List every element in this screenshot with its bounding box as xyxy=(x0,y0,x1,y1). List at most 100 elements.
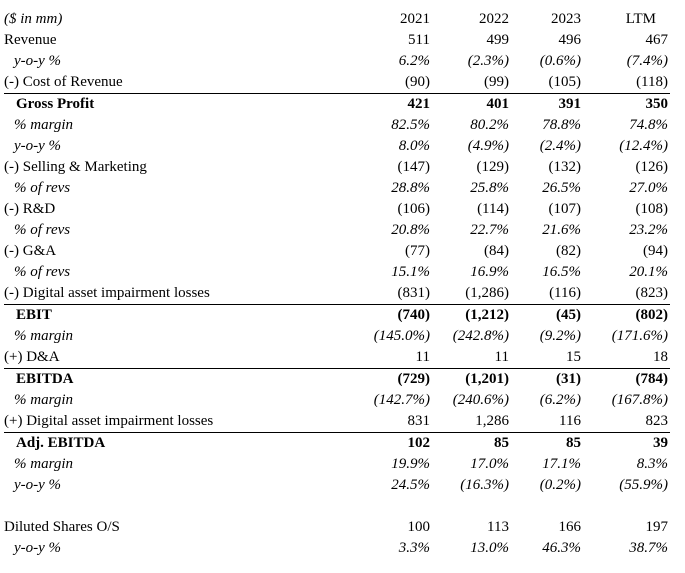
row-label: EBIT xyxy=(4,304,351,326)
row-value: 28.8% xyxy=(391,180,430,196)
year-header: LTM xyxy=(625,11,656,27)
row-value: (126) xyxy=(635,159,669,175)
row-value: 23.2% xyxy=(629,222,668,238)
row-value: 1,286 xyxy=(475,413,509,429)
row-label: Adj. EBITDA xyxy=(4,432,351,454)
row-value: 85 xyxy=(511,432,583,454)
row-value: (108) xyxy=(635,201,669,217)
row-gross-profit: Gross Profit 421 401 391 350 xyxy=(4,93,670,115)
row-value: (129) xyxy=(476,159,510,175)
row-label: % margin xyxy=(14,456,74,472)
row-selling-marketing-pct: % of revs 28.8% 25.8% 26.5% 27.0% xyxy=(4,178,670,199)
row-value: (0.6%) xyxy=(539,53,581,69)
row-value: (142.7%) xyxy=(373,392,430,408)
row-label: (+) D&A xyxy=(4,349,60,365)
row-value: (2.3%) xyxy=(467,53,509,69)
row-value: (107) xyxy=(548,201,582,217)
row-ebit: EBIT (740) (1,212) (45) (802) xyxy=(4,304,670,326)
row-value: 21.6% xyxy=(542,222,581,238)
row-value: 16.9% xyxy=(470,264,509,280)
year-header: 2023 xyxy=(551,11,581,27)
row-label: % margin xyxy=(14,392,74,408)
row-value: (2.4%) xyxy=(539,138,581,154)
row-value: 391 xyxy=(511,93,583,115)
row-value: (1,201) xyxy=(432,368,511,390)
row-label: (+) Digital asset impairment losses xyxy=(4,413,214,429)
financial-summary-table: ($ in mm) 2021 2022 2023 LTM Revenue 511… xyxy=(4,9,670,559)
row-value: 8.0% xyxy=(398,138,430,154)
row-value: 421 xyxy=(351,93,432,115)
row-gross-profit-yoy: y-o-y % 8.0% (4.9%) (2.4%) (12.4%) xyxy=(4,136,670,157)
row-gross-margin: % margin 82.5% 80.2% 78.8% 74.8% xyxy=(4,115,670,136)
row-value: 16.5% xyxy=(542,264,581,280)
row-value: (77) xyxy=(405,243,430,259)
row-value: (105) xyxy=(548,74,582,90)
row-value: (1,212) xyxy=(432,304,511,326)
units-label: ($ in mm) xyxy=(4,11,63,27)
row-value: (132) xyxy=(548,159,582,175)
row-value: 100 xyxy=(407,519,431,535)
row-value: 15 xyxy=(566,349,581,365)
row-value: (31) xyxy=(511,368,583,390)
row-value: 113 xyxy=(487,519,509,535)
row-gna-pct: % of revs 15.1% 16.9% 16.5% 20.1% xyxy=(4,262,670,283)
row-value: (784) xyxy=(583,368,670,390)
row-rnd-pct: % of revs 20.8% 22.7% 21.6% 23.2% xyxy=(4,220,670,241)
row-value: (16.3%) xyxy=(460,477,509,493)
row-value: (740) xyxy=(351,304,432,326)
row-rnd: (-) R&D (106) (114) (107) (108) xyxy=(4,199,670,220)
row-value: (145.0%) xyxy=(373,328,430,344)
year-header: 2022 xyxy=(479,11,509,27)
row-value: (167.8%) xyxy=(611,392,668,408)
row-value: 17.0% xyxy=(470,456,509,472)
row-label: (-) Selling & Marketing xyxy=(4,159,147,175)
row-diluted-shares: Diluted Shares O/S 100 113 166 197 xyxy=(4,517,670,538)
row-value: (242.8%) xyxy=(452,328,509,344)
row-label: % margin xyxy=(14,328,74,344)
row-value: 22.7% xyxy=(470,222,509,238)
row-value: 350 xyxy=(583,93,670,115)
row-label: % of revs xyxy=(14,264,71,280)
row-label: y-o-y % xyxy=(14,477,62,493)
row-value: (12.4%) xyxy=(619,138,668,154)
row-value: 17.1% xyxy=(542,456,581,472)
row-ebitda: EBITDA (729) (1,201) (31) (784) xyxy=(4,368,670,390)
header-row: ($ in mm) 2021 2022 2023 LTM xyxy=(4,9,670,30)
row-ebitda-margin: % margin (142.7%) (240.6%) (6.2%) (167.8… xyxy=(4,390,670,411)
year-header: 2021 xyxy=(400,11,430,27)
row-value: 401 xyxy=(432,93,511,115)
row-value: 46.3% xyxy=(542,540,581,556)
row-label: (-) Cost of Revenue xyxy=(4,74,123,90)
row-value: 102 xyxy=(351,432,432,454)
row-value: 3.3% xyxy=(398,540,430,556)
row-value: 11 xyxy=(415,349,430,365)
row-value: (6.2%) xyxy=(539,392,581,408)
row-value: (802) xyxy=(583,304,670,326)
row-value: 19.9% xyxy=(391,456,430,472)
row-value: (99) xyxy=(484,74,509,90)
row-label: EBITDA xyxy=(4,368,351,390)
row-value: 85 xyxy=(432,432,511,454)
row-value: 8.3% xyxy=(636,456,668,472)
row-label: % of revs xyxy=(14,180,71,196)
row-value: (147) xyxy=(397,159,431,175)
row-value: 20.1% xyxy=(629,264,668,280)
row-value: 26.5% xyxy=(542,180,581,196)
spacer-row xyxy=(4,496,670,517)
row-value: 15.1% xyxy=(391,264,430,280)
row-label: y-o-y % xyxy=(14,138,62,154)
row-value: (45) xyxy=(511,304,583,326)
row-value: (84) xyxy=(484,243,509,259)
row-value: 24.5% xyxy=(391,477,430,493)
row-value: (106) xyxy=(397,201,431,217)
row-value: (240.6%) xyxy=(452,392,509,408)
row-value: 39 xyxy=(583,432,670,454)
row-value: 467 xyxy=(645,32,669,48)
row-value: 18 xyxy=(653,349,668,365)
row-adj-ebitda: Adj. EBITDA 102 85 85 39 xyxy=(4,432,670,454)
row-label: (-) R&D xyxy=(4,201,56,217)
row-value: (171.6%) xyxy=(611,328,668,344)
row-value: (823) xyxy=(635,285,669,301)
row-value: 11 xyxy=(494,349,509,365)
